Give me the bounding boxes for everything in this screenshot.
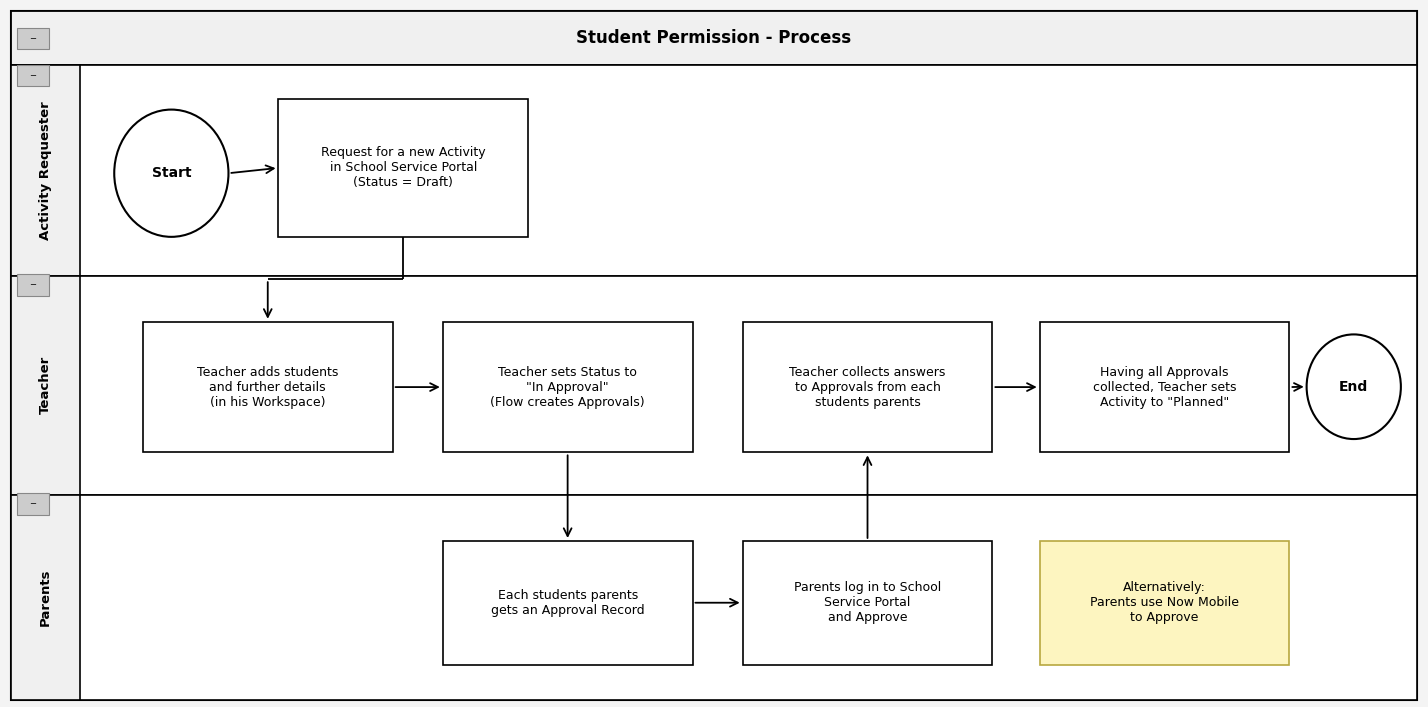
FancyBboxPatch shape	[278, 99, 528, 237]
Text: −: −	[30, 35, 36, 43]
FancyBboxPatch shape	[11, 495, 1417, 700]
FancyBboxPatch shape	[17, 28, 49, 49]
Ellipse shape	[1307, 334, 1401, 439]
FancyBboxPatch shape	[743, 541, 992, 665]
Text: Student Permission - Process: Student Permission - Process	[577, 29, 851, 47]
Text: Teacher collects answers
to Approvals from each
students parents: Teacher collects answers to Approvals fr…	[790, 366, 945, 409]
Text: Teacher adds students
and further details
(in his Workspace): Teacher adds students and further detail…	[197, 366, 338, 409]
FancyBboxPatch shape	[11, 11, 1417, 700]
Text: −: −	[30, 281, 36, 289]
Text: −: −	[30, 71, 36, 80]
Text: Parents: Parents	[39, 568, 53, 626]
FancyBboxPatch shape	[1040, 322, 1289, 452]
FancyBboxPatch shape	[443, 322, 693, 452]
Text: Request for a new Activity
in School Service Portal
(Status = Draft): Request for a new Activity in School Ser…	[321, 146, 486, 189]
FancyBboxPatch shape	[11, 65, 80, 276]
FancyBboxPatch shape	[11, 276, 1417, 495]
Text: Activity Requester: Activity Requester	[39, 101, 53, 240]
FancyBboxPatch shape	[17, 65, 49, 86]
FancyBboxPatch shape	[443, 541, 693, 665]
Text: Each students parents
gets an Approval Record: Each students parents gets an Approval R…	[491, 589, 644, 617]
Text: End: End	[1339, 380, 1368, 394]
Text: Teacher sets Status to
"In Approval"
(Flow creates Approvals): Teacher sets Status to "In Approval" (Fl…	[490, 366, 645, 409]
Ellipse shape	[114, 110, 228, 237]
Text: −: −	[30, 500, 36, 508]
FancyBboxPatch shape	[11, 276, 80, 495]
Text: Having all Approvals
collected, Teacher sets
Activity to "Planned": Having all Approvals collected, Teacher …	[1092, 366, 1237, 409]
Text: Teacher: Teacher	[39, 356, 53, 414]
FancyBboxPatch shape	[743, 322, 992, 452]
FancyBboxPatch shape	[11, 65, 1417, 276]
Text: Parents log in to School
Service Portal
and Approve: Parents log in to School Service Portal …	[794, 581, 941, 624]
FancyBboxPatch shape	[1040, 541, 1289, 665]
FancyBboxPatch shape	[11, 11, 1417, 65]
FancyBboxPatch shape	[143, 322, 393, 452]
Text: Start: Start	[151, 166, 191, 180]
Text: Alternatively:
Parents use Now Mobile
to Approve: Alternatively: Parents use Now Mobile to…	[1090, 581, 1240, 624]
FancyBboxPatch shape	[17, 493, 49, 515]
FancyBboxPatch shape	[17, 274, 49, 296]
FancyBboxPatch shape	[11, 495, 80, 700]
